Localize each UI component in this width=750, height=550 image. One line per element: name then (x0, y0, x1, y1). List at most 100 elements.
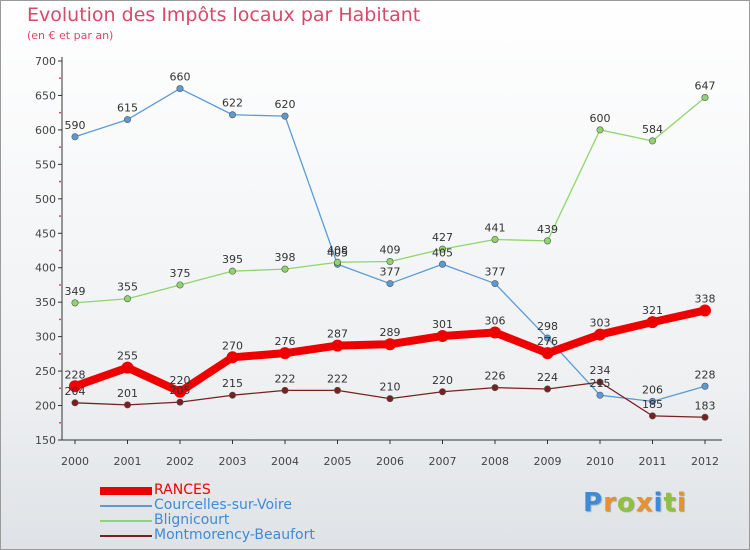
x-tick-label: 2001 (114, 455, 142, 468)
data-label-courcelles-sur-voire: 206 (642, 383, 663, 396)
data-point-rances (699, 304, 711, 317)
data-point-montmorency-beaufort (124, 401, 132, 409)
chart-subtitle: (en € et par an) (27, 29, 114, 42)
data-point-courcelles-sur-voire (229, 111, 237, 119)
data-label-blignicourt: 600 (590, 112, 611, 125)
data-label-rances: 338 (695, 292, 716, 305)
data-label-montmorency-beaufort: 185 (642, 398, 663, 411)
data-point-courcelles-sur-voire (176, 85, 184, 93)
data-point-montmorency-beaufort (491, 384, 499, 392)
data-label-courcelles-sur-voire: 298 (537, 320, 558, 333)
y-tick-label: 650 (35, 89, 56, 102)
proxiti-logo: Proxiti (583, 488, 687, 518)
data-label-rances: 289 (380, 326, 401, 339)
data-point-blignicourt (124, 295, 132, 303)
data-label-rances: 228 (65, 368, 86, 381)
data-label-montmorency-beaufort: 183 (695, 399, 716, 412)
data-point-rances (331, 339, 344, 352)
data-point-blignicourt (333, 258, 341, 266)
data-label-courcelles-sur-voire: 620 (275, 98, 296, 111)
data-label-montmorency-beaufort: 201 (117, 387, 138, 400)
legend-label-montmorency: Montmorency-Beaufort (154, 527, 315, 543)
data-point-courcelles-sur-voire (386, 280, 394, 288)
data-point-montmorency-beaufort (596, 378, 604, 386)
y-tick-label: 200 (35, 400, 56, 413)
data-point-blignicourt (281, 265, 289, 273)
data-point-blignicourt (386, 258, 394, 266)
data-point-rances (384, 338, 396, 351)
y-tick-label: 600 (35, 124, 56, 137)
legend-swatch-blignicourt (100, 519, 152, 522)
data-label-blignicourt: 408 (327, 244, 348, 257)
data-label-courcelles-sur-voire: 377 (485, 266, 506, 279)
legend-item-montmorency: Montmorency-Beaufort (100, 528, 315, 543)
data-point-montmorency-beaufort (333, 386, 341, 394)
data-label-rances: 287 (327, 328, 348, 341)
data-label-courcelles-sur-voire: 622 (222, 97, 243, 110)
x-tick-label: 2004 (271, 455, 299, 468)
x-tick-label: 2000 (61, 455, 89, 468)
data-label-blignicourt: 584 (642, 123, 663, 136)
data-point-courcelles-sur-voire (71, 133, 79, 141)
data-point-courcelles-sur-voire (438, 260, 446, 268)
data-point-montmorency-beaufort (543, 385, 551, 393)
data-point-rances (594, 328, 606, 341)
data-point-rances (436, 329, 449, 342)
data-label-blignicourt: 409 (380, 244, 401, 257)
x-tick-label: 2005 (324, 455, 352, 468)
data-label-blignicourt: 395 (222, 253, 243, 266)
data-label-montmorency-beaufort: 222 (275, 372, 296, 385)
y-tick-label: 700 (35, 55, 56, 68)
legend-item-blignicourt: Blignicourt (100, 513, 315, 528)
data-label-courcelles-sur-voire: 660 (170, 71, 191, 84)
data-point-courcelles-sur-voire (124, 116, 132, 124)
legend-label-rances: RANCES (154, 482, 211, 498)
x-tick-label: 2011 (639, 455, 667, 468)
y-tick-label: 300 (35, 331, 56, 344)
x-tick-label: 2008 (481, 455, 509, 468)
data-point-blignicourt (543, 237, 551, 245)
legend-swatch-courcelles (100, 504, 152, 507)
data-point-rances (226, 351, 239, 364)
data-point-rances (121, 361, 134, 374)
data-label-courcelles-sur-voire: 405 (327, 246, 348, 259)
data-label-courcelles-sur-voire: 228 (695, 368, 716, 381)
y-tick-label: 250 (35, 365, 56, 378)
data-point-montmorency-beaufort (438, 388, 446, 396)
data-label-montmorency-beaufort: 204 (65, 385, 86, 398)
data-label-rances: 306 (485, 315, 506, 328)
data-point-rances (174, 385, 186, 398)
y-tick-label: 150 (35, 434, 56, 447)
data-label-courcelles-sur-voire: 377 (380, 266, 401, 279)
data-point-blignicourt (491, 235, 499, 243)
data-label-courcelles-sur-voire: 615 (117, 102, 138, 115)
data-point-courcelles-sur-voire (596, 391, 604, 399)
data-label-montmorency-beaufort: 220 (432, 374, 453, 387)
data-label-blignicourt: 398 (275, 251, 296, 264)
data-point-montmorency-beaufort (701, 413, 709, 421)
data-label-blignicourt: 375 (170, 267, 191, 280)
chart-legend: RANCES Courcelles-sur-Voire Blignicourt … (100, 483, 315, 543)
legend-swatch-rances (100, 486, 152, 495)
data-label-courcelles-sur-voire: 405 (432, 246, 453, 259)
data-point-rances (646, 316, 659, 329)
x-tick-label: 2010 (586, 455, 614, 468)
legend-label-blignicourt: Blignicourt (154, 512, 230, 528)
data-point-rances (279, 347, 291, 360)
data-label-montmorency-beaufort: 224 (537, 371, 558, 384)
y-tick-label: 400 (35, 262, 56, 275)
data-label-rances: 303 (590, 317, 611, 330)
data-label-blignicourt: 349 (65, 285, 86, 298)
data-point-courcelles-sur-voire (701, 382, 709, 390)
data-point-courcelles-sur-voire (543, 334, 551, 342)
data-point-rances (69, 380, 81, 393)
data-label-blignicourt: 441 (485, 221, 506, 234)
data-label-montmorency-beaufort: 205 (170, 384, 191, 397)
data-point-blignicourt (176, 281, 184, 289)
data-label-courcelles-sur-voire: 215 (590, 377, 611, 390)
x-tick-label: 2006 (376, 455, 404, 468)
data-point-blignicourt (229, 267, 237, 275)
data-label-montmorency-beaufort: 210 (380, 381, 401, 394)
x-tick-label: 2012 (691, 455, 719, 468)
